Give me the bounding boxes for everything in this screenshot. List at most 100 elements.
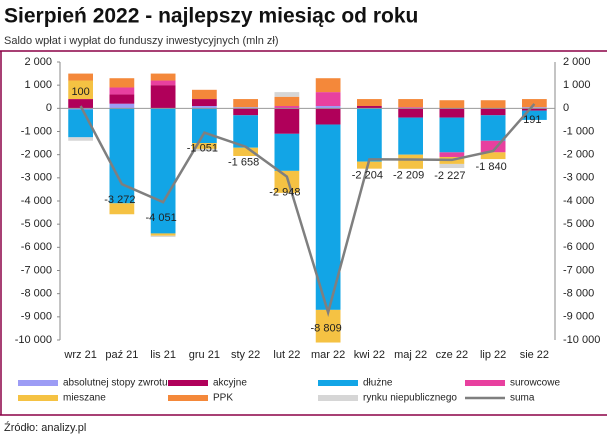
bar-segment [439,163,465,169]
data-label: -4 051 [146,212,177,224]
bar-segment [109,78,135,88]
bar-segment [233,108,258,116]
bar-segment [233,115,258,148]
y2-tick-label: -1 000 [563,125,594,137]
y-tick-label: -10 000 [15,334,52,346]
data-label: -2 204 [352,169,383,181]
bar-segment [150,233,176,236]
bar-segment [315,106,341,109]
legend-label: dłużne [363,378,393,389]
bar-segment [150,73,176,81]
legend-label: suma [510,393,535,404]
legend-label: absolutnej stopy zwrotu [63,378,168,389]
bar-segment [233,147,258,157]
bar-segment [522,110,547,120]
bar-segment [357,99,382,107]
y-tick-label: -1 000 [21,125,52,137]
bar-segment [233,107,258,109]
bar-segment [398,154,423,169]
y2-tick-label: 0 [563,102,569,114]
x-tick-label: paź 21 [105,349,138,361]
y2-tick-label: -6 000 [563,241,594,253]
bar-segment [109,203,135,215]
y-tick-label: -7 000 [21,264,52,276]
legend-label: PPK [213,393,233,404]
y2-tick-label: -9 000 [563,311,594,323]
bar-segment [480,100,506,109]
x-tick-label: lip 22 [480,349,506,361]
bar-segment [522,107,547,109]
data-label: -2 948 [269,187,300,199]
bar-segment [109,103,135,109]
legend-swatch [318,380,358,386]
data-label: -1 840 [476,161,507,173]
bar-segment [522,108,547,111]
data-label: -1 658 [228,157,259,169]
data-label: -8 809 [311,322,342,334]
y-tick-label: -8 000 [21,288,52,300]
chart-subtitle: Saldo wpłat i wypłat do funduszy inwesty… [4,35,279,47]
bar-segment [109,94,135,104]
bar-segment [480,108,506,116]
bar-segment [357,108,382,162]
x-tick-label: lis 21 [150,349,176,361]
bar-segment [150,85,176,109]
y-tick-label: -5 000 [21,218,52,230]
y2-tick-label: -2 000 [563,149,594,161]
y-tick-label: -4 000 [21,195,52,207]
bar-segment [357,161,382,169]
y2-tick-label: 1 000 [563,79,591,91]
bar-segment [439,152,465,157]
x-tick-label: wrz 21 [63,349,96,361]
y-tick-label: 2 000 [24,56,52,68]
bar-segment [439,117,465,153]
legend-swatch [168,380,208,386]
x-tick-label: sty 22 [231,349,260,361]
bar-segment [274,106,300,109]
bar-segment [192,99,217,107]
legend-label: akcyjne [213,378,247,389]
x-tick-label: lut 22 [273,349,300,361]
bar-segment [192,106,217,109]
y2-tick-label: -5 000 [563,218,594,230]
legend-swatch [318,395,358,401]
bar-segment [233,99,258,108]
legend-label: rynku niepublicznego [363,393,457,404]
bar-segment [480,115,506,141]
bar-segment [274,96,300,107]
y-tick-label: -3 000 [21,172,52,184]
bar-segment [480,140,506,153]
y-tick-label: -2 000 [21,149,52,161]
x-tick-label: mar 22 [311,349,345,361]
legend-label: surowcowe [510,378,560,389]
data-label: -2 227 [434,170,465,182]
y-tick-label: 0 [46,102,52,114]
y2-tick-label: -7 000 [563,264,594,276]
legend-swatch [465,380,505,386]
data-label: 100 [71,86,89,98]
bar-segment [357,106,382,109]
bar-segment [192,89,217,100]
bar-segment [398,107,423,109]
bar-segment [68,99,93,109]
x-tick-label: sie 22 [520,349,549,361]
source: Źródło: analizy.pl [4,421,86,434]
bar-segment [274,133,300,171]
bar-segment [274,92,300,97]
legend-swatch [168,395,208,401]
y2-tick-label: -10 000 [563,334,600,346]
y2-tick-label: -8 000 [563,288,594,300]
legend-swatch [18,395,58,401]
y-tick-label: -6 000 [21,241,52,253]
bar-segment [150,108,176,234]
x-tick-label: cze 22 [436,349,468,361]
bar-segment [439,108,465,118]
data-label: -3 272 [104,194,135,206]
bar-segment [150,235,176,237]
data-label: 191 [523,114,541,126]
bar-segment [68,137,93,141]
bar-segment [439,100,465,109]
y-tick-label: -9 000 [21,311,52,323]
